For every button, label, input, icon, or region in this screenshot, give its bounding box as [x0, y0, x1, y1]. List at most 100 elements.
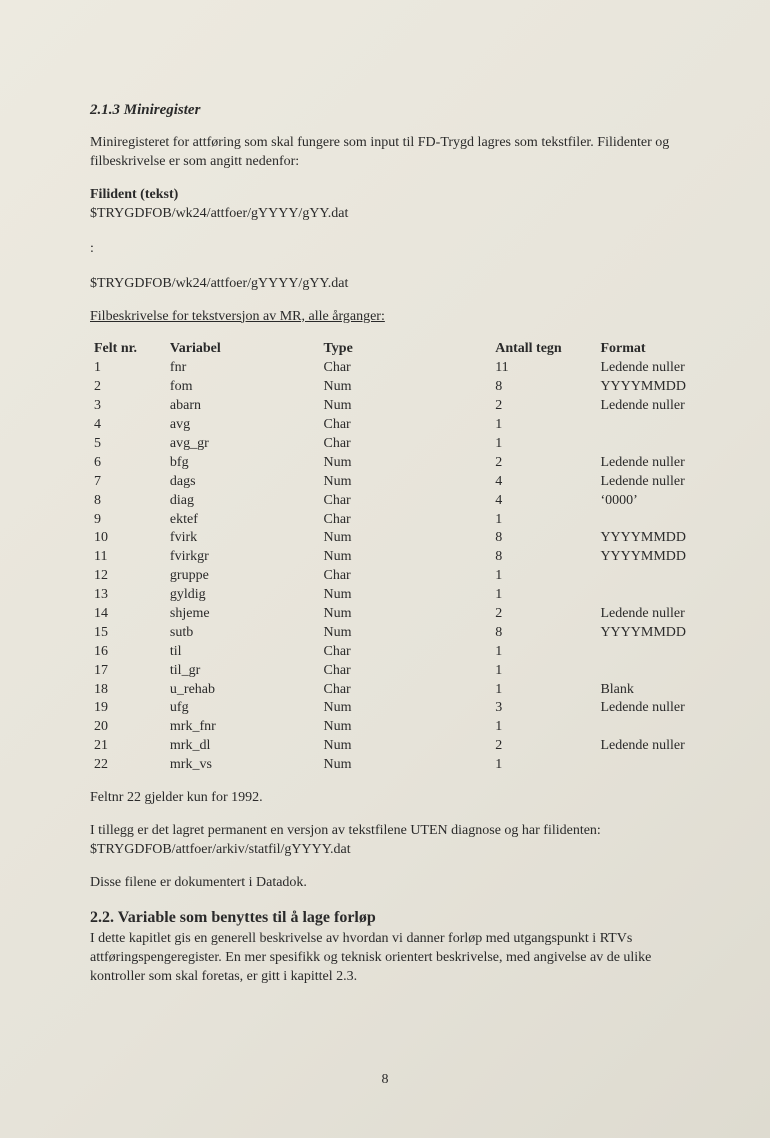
cell-variabel: sutb	[166, 624, 320, 643]
cell-variabel: abarn	[166, 397, 320, 416]
cell-type: Num	[319, 756, 491, 775]
cell-antall: 1	[491, 586, 596, 605]
table-row: 13gyldigNum1	[90, 586, 690, 605]
cell-felt: 4	[90, 416, 166, 435]
cell-variabel: gyldig	[166, 586, 320, 605]
cell-antall: 8	[491, 548, 596, 567]
document-page: 2.1.3 Miniregister Miniregisteret for at…	[0, 0, 770, 1138]
cell-type: Char	[319, 662, 491, 681]
cell-felt: 6	[90, 454, 166, 473]
cell-format: YYYYMMDD	[596, 548, 690, 567]
cell-type: Num	[319, 624, 491, 643]
section-2-2-paragraph: I dette kapitlet gis en generell beskriv…	[90, 930, 690, 987]
table-row: 9ektefChar1	[90, 511, 690, 530]
cell-format	[596, 511, 690, 530]
tillegg-text: I tillegg er det lagret permanent en ver…	[90, 823, 601, 838]
cell-felt: 9	[90, 511, 166, 530]
cell-antall: 1	[491, 567, 596, 586]
table-row: 15sutbNum8YYYYMMDD	[90, 624, 690, 643]
page-number: 8	[0, 1071, 770, 1090]
cell-antall: 1	[491, 681, 596, 700]
cell-felt: 22	[90, 756, 166, 775]
cell-variabel: gruppe	[166, 567, 320, 586]
cell-variabel: bfg	[166, 454, 320, 473]
cell-format	[596, 662, 690, 681]
col-header-variabel: Variabel	[166, 340, 320, 359]
cell-variabel: ektef	[166, 511, 320, 530]
cell-format: Ledende nuller	[596, 454, 690, 473]
cell-antall: 1	[491, 756, 596, 775]
cell-format	[596, 718, 690, 737]
cell-type: Num	[319, 718, 491, 737]
cell-format: Ledende nuller	[596, 737, 690, 756]
cell-felt: 7	[90, 473, 166, 492]
cell-type: Char	[319, 643, 491, 662]
filident-path-1: $TRYGDFOB/wk24/attfoer/gYYYY/gYY.dat	[90, 205, 690, 224]
intro-paragraph: Miniregisteret for attføring som skal fu…	[90, 134, 690, 172]
section-2-2-heading: 2.2. Variable som benyttes til å lage fo…	[90, 907, 690, 929]
filident-label: Filident (tekst)	[90, 186, 690, 205]
cell-felt: 19	[90, 699, 166, 718]
table-row: 7dagsNum4Ledende nuller	[90, 473, 690, 492]
cell-format: Ledende nuller	[596, 473, 690, 492]
cell-variabel: til	[166, 643, 320, 662]
cell-type: Char	[319, 359, 491, 378]
cell-variabel: u_rehab	[166, 681, 320, 700]
cell-variabel: til_gr	[166, 662, 320, 681]
cell-antall: 1	[491, 643, 596, 662]
separator-colon: :	[90, 240, 690, 259]
cell-variabel: fvirk	[166, 529, 320, 548]
cell-felt: 20	[90, 718, 166, 737]
table-row: 10fvirkNum8YYYYMMDD	[90, 529, 690, 548]
cell-antall: 1	[491, 511, 596, 530]
table-row: 3abarnNum2Ledende nuller	[90, 397, 690, 416]
cell-type: Char	[319, 511, 491, 530]
cell-antall: 1	[491, 435, 596, 454]
cell-type: Char	[319, 567, 491, 586]
cell-felt: 8	[90, 492, 166, 511]
cell-format	[596, 567, 690, 586]
cell-felt: 21	[90, 737, 166, 756]
cell-felt: 15	[90, 624, 166, 643]
table-row: 6bfgNum2Ledende nuller	[90, 454, 690, 473]
col-header-felt: Felt nr.	[90, 340, 166, 359]
cell-felt: 16	[90, 643, 166, 662]
cell-type: Num	[319, 378, 491, 397]
cell-format: YYYYMMDD	[596, 378, 690, 397]
cell-type: Num	[319, 529, 491, 548]
cell-antall: 3	[491, 699, 596, 718]
cell-format: ‘0000’	[596, 492, 690, 511]
felt-table: Felt nr. Variabel Type Antall tegn Forma…	[90, 340, 690, 774]
cell-felt: 14	[90, 605, 166, 624]
col-header-antall: Antall tegn	[491, 340, 596, 359]
cell-variabel: shjeme	[166, 605, 320, 624]
cell-format	[596, 756, 690, 775]
cell-variabel: diag	[166, 492, 320, 511]
cell-type: Num	[319, 473, 491, 492]
cell-felt: 11	[90, 548, 166, 567]
table-row: 14shjemeNum2Ledende nuller	[90, 605, 690, 624]
cell-format: Ledende nuller	[596, 605, 690, 624]
cell-type: Char	[319, 492, 491, 511]
cell-type: Num	[319, 548, 491, 567]
table-row: 4avgChar1	[90, 416, 690, 435]
table-row: 22mrk_vsNum1	[90, 756, 690, 775]
cell-antall: 11	[491, 359, 596, 378]
cell-antall: 2	[491, 737, 596, 756]
cell-antall: 1	[491, 718, 596, 737]
cell-felt: 18	[90, 681, 166, 700]
tillegg-block: I tillegg er det lagret permanent en ver…	[90, 822, 690, 860]
cell-type: Char	[319, 416, 491, 435]
table-row: 8diagChar4‘0000’	[90, 492, 690, 511]
cell-variabel: avg	[166, 416, 320, 435]
cell-felt: 12	[90, 567, 166, 586]
cell-felt: 3	[90, 397, 166, 416]
filident-path-2: $TRYGDFOB/wk24/attfoer/gYYYY/gYY.dat	[90, 275, 690, 294]
cell-format	[596, 643, 690, 662]
cell-format	[596, 586, 690, 605]
cell-felt: 1	[90, 359, 166, 378]
datadok-paragraph: Disse filene er dokumentert i Datadok.	[90, 874, 690, 893]
cell-variabel: mrk_fnr	[166, 718, 320, 737]
cell-felt: 5	[90, 435, 166, 454]
table-header-row: Felt nr. Variabel Type Antall tegn Forma…	[90, 340, 690, 359]
